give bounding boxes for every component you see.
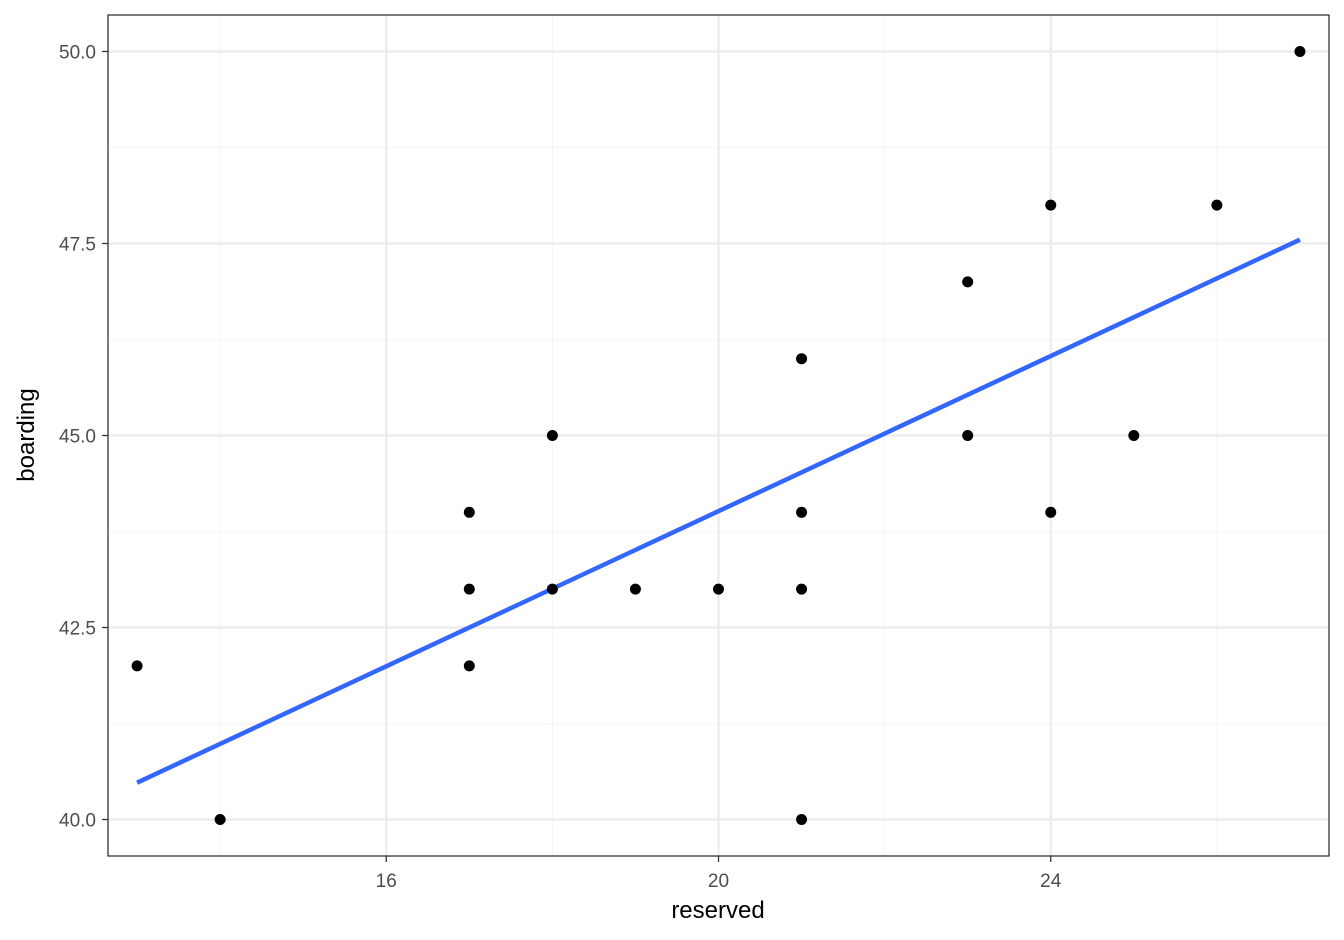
- data-point: [546, 583, 558, 595]
- data-point: [629, 583, 641, 595]
- x-tick-label: 24: [1040, 871, 1062, 892]
- data-point: [131, 660, 143, 672]
- data-point: [962, 276, 974, 288]
- data-point: [713, 583, 724, 595]
- major-gridlines: [108, 15, 1329, 856]
- data-point: [463, 583, 475, 595]
- data-point: [1045, 199, 1057, 211]
- x-tick-label: 20: [708, 871, 729, 892]
- data-point: [1211, 199, 1223, 211]
- fit-line-layer: [136, 237, 1301, 785]
- x-tick-label: 16: [376, 871, 397, 892]
- data-point: [962, 430, 974, 441]
- data-point: [214, 814, 226, 826]
- y-tick-label: 42.5: [59, 619, 96, 640]
- y-tick-label: 45.0: [59, 427, 96, 448]
- data-point: [463, 660, 475, 672]
- y-tick-label: 47.5: [59, 234, 96, 255]
- data-point: [1128, 430, 1140, 441]
- data-point: [796, 583, 808, 595]
- data-point: [796, 353, 808, 365]
- data-point: [796, 814, 808, 826]
- data-point: [1045, 506, 1057, 518]
- data-point: [546, 430, 558, 441]
- data-point: [1294, 45, 1306, 57]
- regression-line: [136, 237, 1301, 785]
- y-tick-label: 50.0: [59, 42, 96, 63]
- y-tick-label: 40.0: [59, 811, 96, 832]
- points-layer: [131, 45, 1306, 826]
- x-axis-ticks: 16 20 24: [376, 856, 1062, 892]
- x-axis-title: reserved: [671, 897, 764, 924]
- y-axis-title: boarding: [13, 388, 40, 481]
- data-point: [463, 506, 475, 518]
- y-axis-ticks: 40.0 42.5 45.0 47.5 50.0: [59, 42, 108, 832]
- data-point: [796, 506, 808, 518]
